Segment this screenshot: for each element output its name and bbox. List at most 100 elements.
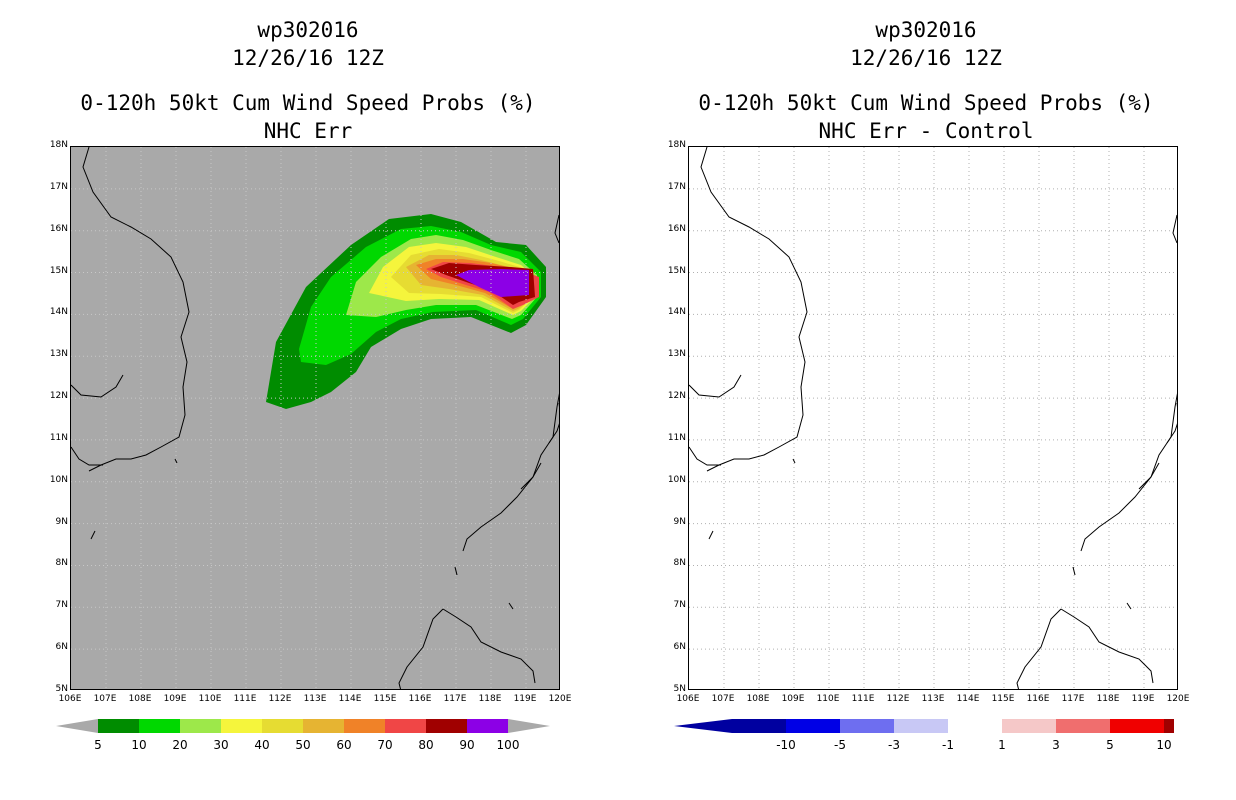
right-map-background (689, 147, 1177, 689)
right-subtitle: NHC Err - Control (818, 119, 1034, 143)
colorbar-swatch (732, 719, 786, 733)
colorbar-tick-label: -1 (942, 738, 954, 752)
lat-label: 15N (49, 265, 68, 276)
colorbar-tick-label: 40 (254, 738, 270, 752)
colorbar-underflow-triangle (674, 719, 732, 733)
lat-label: 10N (49, 474, 68, 485)
colorbar-tick-label: 3 (1052, 738, 1060, 752)
left-subtitle: NHC Err (263, 119, 353, 143)
colorbar-swatch (139, 719, 180, 733)
lat-label: 18N (667, 140, 686, 150)
lat-label: 17N (49, 181, 68, 192)
colorbar-swatch (467, 719, 508, 733)
right-product-title: 0-120h 50kt Cum Wind Speed Probs (%) (698, 91, 1154, 115)
colorbar-swatch (426, 719, 467, 733)
left-colorbar (56, 719, 550, 733)
lon-label: 107E (711, 694, 735, 704)
colorbar-tick-label: 90 (459, 738, 475, 752)
colorbar-tick-label: 50 (295, 738, 311, 752)
colorbar-overflow-triangle (508, 719, 550, 733)
left-product-title: 0-120h 50kt Cum Wind Speed Probs (%) (80, 91, 536, 115)
lat-label: 7N (673, 600, 686, 611)
lon-label: 114E (338, 694, 362, 704)
lat-label: 10N (667, 474, 686, 485)
lon-label: 113E (921, 694, 945, 704)
prob-band-90 (456, 269, 529, 297)
colorbar-swatch (894, 719, 948, 733)
lon-label: 112E (268, 694, 292, 704)
lon-label: 118E (1096, 694, 1120, 704)
colorbar-swatch (1002, 719, 1056, 733)
colorbar-underflow-triangle (56, 719, 98, 733)
lat-label: 17N (667, 181, 686, 192)
lat-label: 8N (55, 558, 68, 569)
lat-label: 16N (49, 223, 68, 234)
lon-label: 108E (128, 694, 152, 704)
left-map-svg (71, 147, 559, 689)
lat-label: 14N (49, 307, 68, 318)
lon-label: 109E (781, 694, 805, 704)
left-storm-id: wp302016 (257, 18, 359, 42)
lon-label: 118E (478, 694, 502, 704)
colorbar-swatch (180, 719, 221, 733)
lat-label: 6N (673, 642, 686, 653)
right-map-panel (688, 146, 1178, 690)
left-map-panel (70, 146, 560, 690)
colorbar-swatch (385, 719, 426, 733)
lat-label: 9N (55, 516, 68, 527)
lon-label: 116E (408, 694, 432, 704)
colorbar-tick-label: 80 (418, 738, 434, 752)
lon-label: 117E (1061, 694, 1085, 704)
colorbar-tick-label: 10 (1156, 738, 1172, 752)
left-coastline (71, 147, 559, 689)
lon-label: 120E (1166, 694, 1190, 704)
lon-label: 108E (746, 694, 770, 704)
lat-label: 14N (667, 307, 686, 318)
left-grid (71, 147, 559, 689)
right-storm-id: wp302016 (875, 18, 977, 42)
colorbar-tick-label: 60 (336, 738, 352, 752)
colorbar-tick-label: 1 (998, 738, 1006, 752)
right-map-svg (689, 147, 1177, 689)
colorbar-tick-label: 5 (94, 738, 102, 752)
colorbar-swatch (1056, 719, 1110, 733)
lat-label: 12N (49, 391, 68, 402)
colorbar-swatch (786, 719, 840, 733)
lon-label: 117E (443, 694, 467, 704)
lon-label: 120E (548, 694, 572, 704)
lat-label: 11N (49, 432, 68, 443)
lon-label: 114E (956, 694, 980, 704)
colorbar-swatch (303, 719, 344, 733)
colorbar-swatch (262, 719, 303, 733)
colorbar-swatch (1164, 719, 1174, 733)
lon-label: 113E (303, 694, 327, 704)
lon-label: 119E (1131, 694, 1155, 704)
colorbar-tick-label: 10 (131, 738, 147, 752)
lon-label: 116E (1026, 694, 1050, 704)
left-map-background (71, 147, 559, 689)
colorbar-tick-label: 20 (172, 738, 188, 752)
lon-label: 110E (198, 694, 222, 704)
lat-label: 13N (49, 349, 68, 360)
right-coastline (689, 147, 1177, 689)
colorbar-tick-label: 5 (1106, 738, 1114, 752)
colorbar-swatch (948, 719, 1002, 733)
colorbar-swatch (98, 719, 139, 733)
colorbar-swatch (1110, 719, 1164, 733)
lon-label: 111E (233, 694, 257, 704)
colorbar-tick-label: 100 (496, 738, 520, 752)
lon-label: 107E (93, 694, 117, 704)
lat-label: 9N (673, 516, 686, 527)
colorbar-swatch (221, 719, 262, 733)
lat-label: 5N (55, 684, 68, 694)
lat-label: 18N (49, 140, 68, 150)
lon-label: 112E (886, 694, 910, 704)
lon-label: 111E (851, 694, 875, 704)
lat-label: 11N (667, 432, 686, 443)
right-grid (689, 147, 1177, 689)
lon-label: 106E (58, 694, 82, 704)
left-date: 12/26/16 12Z (232, 46, 384, 70)
lat-label: 7N (55, 600, 68, 611)
lat-label: 13N (667, 349, 686, 360)
lon-label: 115E (373, 694, 397, 704)
